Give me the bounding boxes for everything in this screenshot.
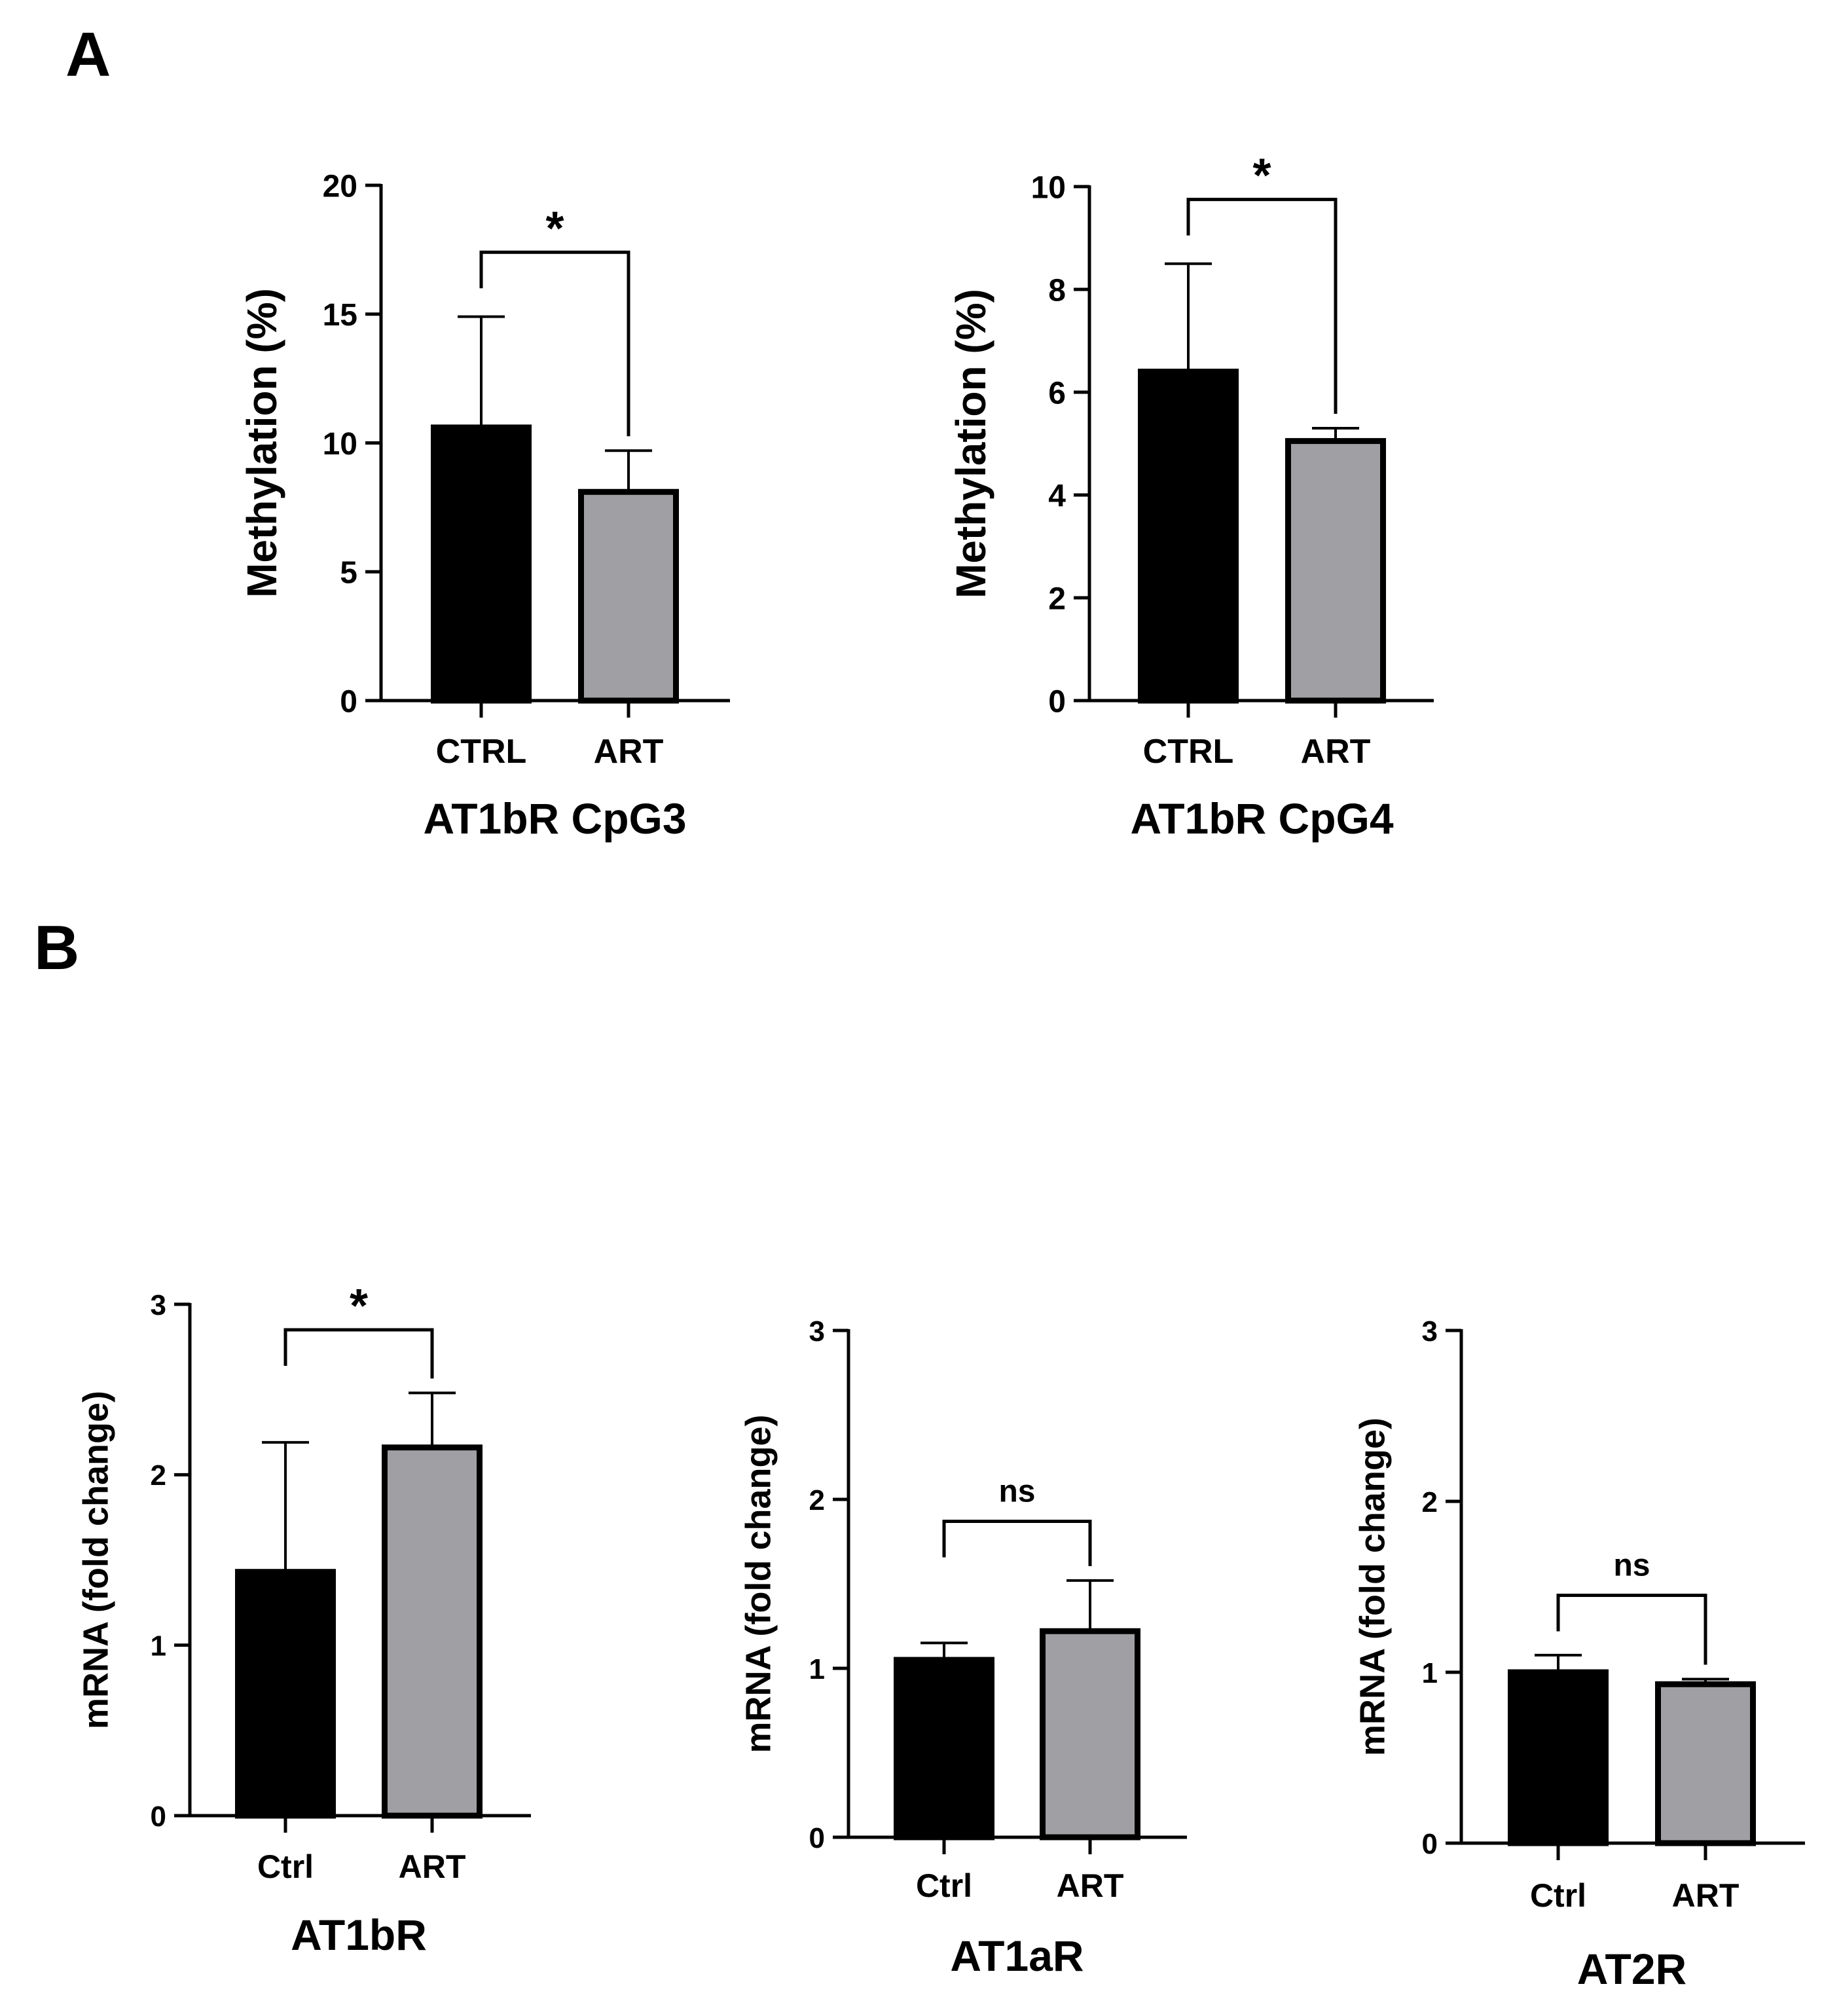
- chart-title: AT1bR: [291, 1911, 427, 1959]
- chart-at1ar: 0 1 2 3 mRNA (fold change) Ctrl ART ns AT1aR: [738, 1315, 1187, 1980]
- chart-title: AT1aR: [950, 1932, 1084, 1980]
- y-tick-label: 0: [340, 684, 357, 719]
- bar-ctrl: [235, 1569, 336, 1819]
- chart-at2r: 0 1 2 3 mRNA (fold change) Ctrl ART ns AT2R: [1353, 1315, 1805, 1993]
- y-tick-label: 0: [809, 1822, 825, 1854]
- y-axis-label: mRNA (fold change): [76, 1391, 115, 1729]
- chart-cpg3: 0 5 10 15 20 Methylation (%) CTRL ART * AT1bR CpG…: [238, 169, 730, 843]
- significance-label: *: [545, 202, 564, 255]
- chart-title: AT2R: [1577, 1945, 1686, 1993]
- y-tick-label: 0: [1048, 684, 1066, 719]
- y-tick-label: 4: [1048, 479, 1066, 513]
- y-tick-label: 2: [1048, 581, 1066, 616]
- panel-letter-a: A: [65, 20, 111, 90]
- y-tick-label: 3: [1422, 1315, 1438, 1347]
- y-tick-label: 1: [809, 1653, 825, 1685]
- y-axis-label: Methylation (%): [238, 288, 285, 598]
- y-tick-label: 1: [1422, 1657, 1438, 1689]
- significance-label: *: [350, 1280, 368, 1332]
- y-tick-label: 15: [323, 298, 357, 333]
- chart-title: AT1bR CpG4: [1130, 794, 1393, 843]
- significance-label: ns: [998, 1475, 1035, 1509]
- y-tick-label: 1: [151, 1630, 166, 1662]
- bar-ctrl: [1508, 1669, 1609, 1846]
- x-tick-label: Ctrl: [257, 1848, 314, 1885]
- chart-cpg4: 0 2 4 6 8 10 Methylation (%) CTRL ART * AT1bR CpG4: [947, 150, 1434, 843]
- significance-bracket: [942, 1520, 1092, 1566]
- bar-art: [1040, 1628, 1140, 1841]
- y-axis-label: mRNA (fold change): [1353, 1418, 1392, 1756]
- x-tick-label: ART: [1057, 1867, 1124, 1904]
- y-tick-label: 2: [809, 1484, 825, 1516]
- y-tick-label: 3: [809, 1315, 825, 1347]
- y-tick-label: 5: [340, 556, 357, 591]
- significance-bracket: [479, 250, 630, 437]
- y-tick-label: 2: [1422, 1486, 1438, 1518]
- significance-bracket: [1556, 1594, 1707, 1665]
- panel-letter-b: B: [34, 913, 80, 983]
- y-axis-label: Methylation (%): [947, 289, 994, 598]
- significance-label: *: [1252, 150, 1271, 202]
- bar-ctrl: [894, 1657, 994, 1841]
- bar-art: [578, 488, 679, 704]
- x-tick-label: ART: [1301, 733, 1371, 771]
- bar-art: [1285, 438, 1386, 704]
- y-axis-label: mRNA (fold change): [738, 1415, 778, 1753]
- y-tick-label: 8: [1048, 273, 1066, 308]
- bar-ctrl: [431, 424, 532, 704]
- y-tick-label: 0: [1422, 1828, 1438, 1860]
- x-tick-label: ART: [1672, 1877, 1740, 1914]
- x-tick-label: CTRL: [1143, 733, 1234, 771]
- y-tick-label: 10: [1031, 170, 1066, 205]
- bar-ctrl: [1138, 369, 1239, 704]
- y-tick-label: 6: [1048, 376, 1066, 411]
- x-tick-label: ART: [399, 1848, 466, 1885]
- y-tick-label: 3: [151, 1289, 166, 1321]
- y-tick-label: 20: [323, 169, 357, 204]
- x-tick-label: CTRL: [436, 733, 527, 771]
- x-tick-label: Ctrl: [1530, 1877, 1586, 1914]
- chart-title: AT1bR CpG3: [423, 794, 686, 843]
- significance-bracket: [1186, 198, 1338, 414]
- bar-art: [1655, 1681, 1756, 1846]
- y-tick-label: 10: [323, 427, 357, 462]
- significance-label: ns: [1613, 1549, 1650, 1583]
- bar-art: [382, 1444, 483, 1819]
- significance-bracket: [283, 1328, 434, 1379]
- x-tick-label: Ctrl: [916, 1867, 972, 1904]
- y-tick-label: 0: [151, 1801, 166, 1833]
- chart-at1br: 0 1 2 3 mRNA (fold change) Ctrl ART * AT1bR: [76, 1280, 531, 1959]
- x-tick-label: ART: [594, 733, 664, 771]
- y-tick-label: 2: [151, 1459, 166, 1492]
